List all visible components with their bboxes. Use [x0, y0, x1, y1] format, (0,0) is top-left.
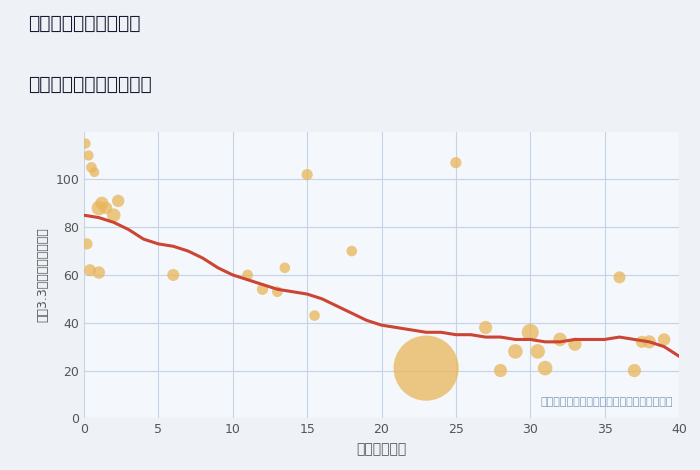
Point	[309, 312, 320, 319]
Point	[644, 338, 655, 345]
Point	[525, 329, 536, 336]
Point	[554, 336, 566, 343]
Text: 千葉県木更津市田川の: 千葉県木更津市田川の	[28, 14, 141, 33]
Point	[636, 338, 648, 345]
Point	[421, 364, 432, 372]
Point	[569, 340, 580, 348]
Y-axis label: 坪（3.3㎡）単価（万円）: 坪（3.3㎡）単価（万円）	[36, 227, 50, 322]
X-axis label: 築年数（年）: 築年数（年）	[356, 442, 407, 456]
Point	[540, 364, 551, 372]
Point	[257, 286, 268, 293]
Point	[86, 164, 97, 171]
Point	[83, 152, 94, 159]
Text: 円の大きさは、取引のあった物件面積を示す: 円の大きさは、取引のあった物件面積を示す	[540, 397, 673, 407]
Point	[101, 204, 112, 212]
Point	[346, 247, 357, 255]
Point	[108, 212, 119, 219]
Text: 築年数別中古戸建て価格: 築年数別中古戸建て価格	[28, 75, 152, 94]
Point	[302, 171, 313, 179]
Point	[242, 271, 253, 279]
Point	[480, 324, 491, 331]
Point	[81, 240, 92, 248]
Point	[495, 367, 506, 374]
Point	[93, 269, 104, 276]
Point	[272, 288, 283, 296]
Point	[629, 367, 640, 374]
Point	[450, 159, 461, 166]
Point	[89, 168, 100, 176]
Point	[532, 348, 543, 355]
Point	[96, 199, 108, 207]
Point	[614, 274, 625, 281]
Point	[113, 197, 124, 204]
Point	[80, 140, 91, 147]
Point	[168, 271, 179, 279]
Point	[510, 348, 521, 355]
Point	[659, 336, 670, 343]
Point	[93, 204, 104, 212]
Point	[84, 266, 95, 274]
Point	[279, 264, 290, 272]
